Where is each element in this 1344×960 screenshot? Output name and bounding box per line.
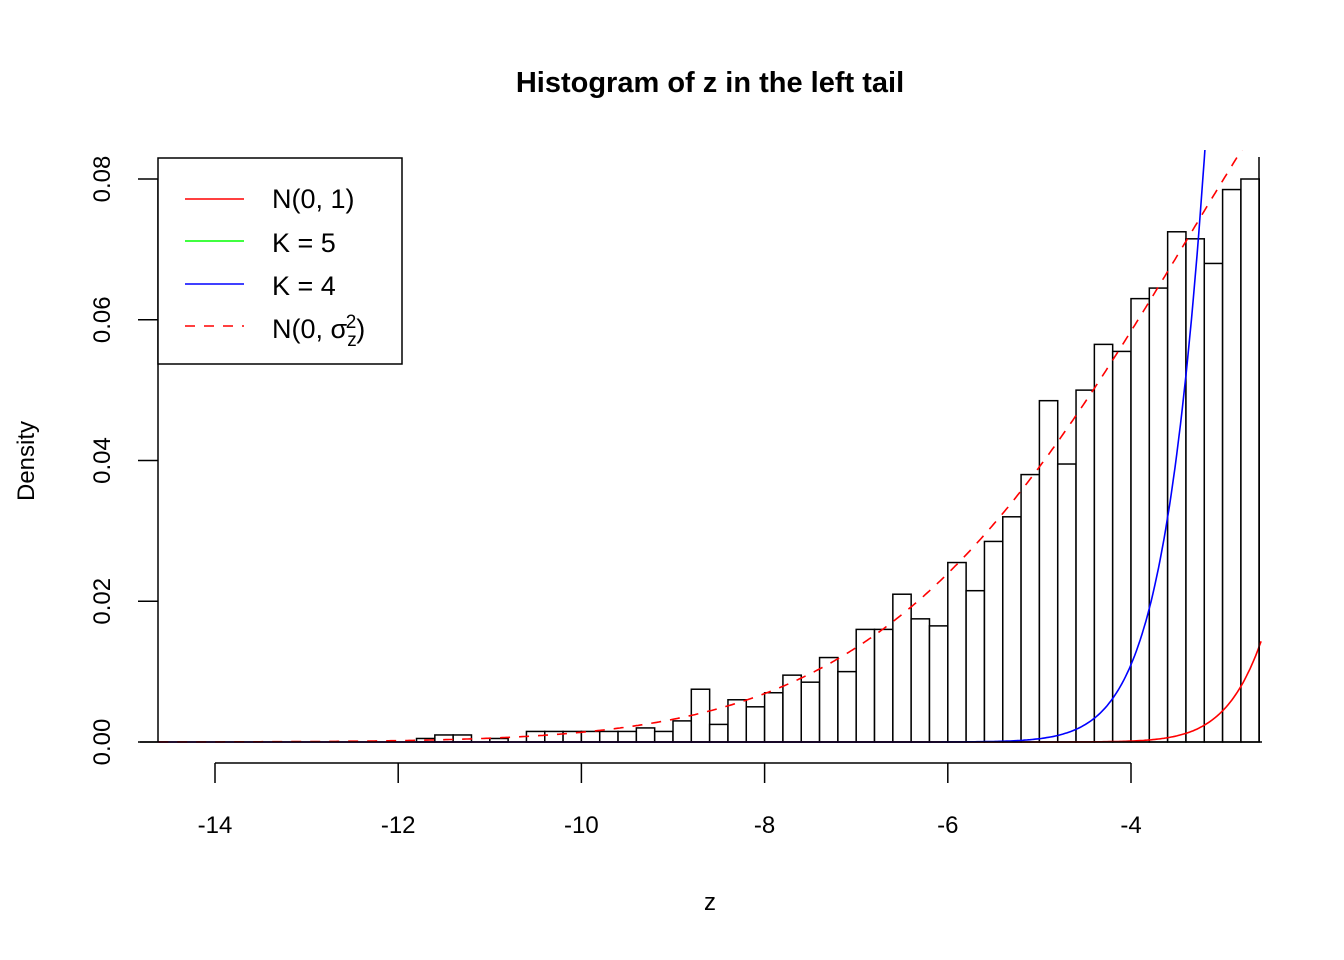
legend-label-normal: N(0, 1)	[272, 184, 355, 214]
histogram-bar	[892, 593, 912, 743]
y-tick-label: 0.02	[89, 578, 116, 625]
histogram-bar	[598, 730, 619, 743]
histogram-bars	[415, 178, 1260, 743]
histogram-bar	[1130, 297, 1151, 743]
x-tick-label: -12	[381, 812, 416, 839]
histogram-bar	[617, 730, 638, 743]
x-tick-label: -6	[937, 812, 958, 839]
y-tick-label: 0.06	[89, 296, 116, 343]
histogram-bar	[1166, 231, 1187, 743]
histogram-bar	[983, 540, 1004, 743]
x-tick-label: -8	[754, 812, 775, 839]
histogram-bar	[434, 734, 454, 743]
histogram-bar	[580, 730, 601, 743]
histogram-bar	[1221, 188, 1242, 743]
legend-box	[157, 157, 403, 365]
histogram-bar	[1093, 343, 1114, 743]
histogram-bar	[672, 720, 693, 743]
histogram-bar	[525, 730, 546, 743]
histogram-bar	[965, 589, 986, 743]
histogram-bar	[763, 691, 784, 743]
legend: N(0, 1) K = 5 K = 4 N(0, σz2)	[157, 157, 403, 365]
histogram-bar	[653, 730, 674, 743]
histogram-bar	[837, 670, 857, 743]
histogram-bar	[1056, 463, 1077, 743]
histogram-bar	[1038, 399, 1059, 743]
histogram-bar	[855, 628, 876, 743]
density-curve	[158, 150, 1243, 743]
histogram-bar	[1020, 473, 1041, 743]
histogram-bar	[708, 723, 729, 743]
histogram-bar	[1203, 262, 1224, 743]
histogram-bar	[745, 706, 766, 743]
histogram-bar	[800, 681, 821, 743]
x-axis-title: z	[704, 889, 716, 916]
y-tick-label: 0.08	[89, 156, 116, 203]
histogram-bar	[1148, 287, 1169, 743]
chart-title: Histogram of z in the left tail	[516, 67, 904, 99]
y-tick-label: 0.04	[89, 437, 116, 484]
y-axis-title: Density	[13, 421, 40, 501]
histogram-bar	[1240, 178, 1260, 743]
histogram-bar	[910, 618, 931, 743]
histogram-bar	[544, 730, 564, 743]
legend-label-k4: K = 4	[272, 271, 336, 301]
histogram-bar	[818, 656, 839, 743]
histogram-bar	[873, 628, 894, 743]
histogram-bar	[1002, 516, 1022, 743]
y-axis: 0.00 0.02 0.04 0.06 0.08	[89, 156, 159, 766]
x-tick-label: -10	[564, 812, 599, 839]
histogram-bar	[1185, 238, 1206, 743]
x-axis: -14 -12 -10 -8 -6 -4	[198, 762, 1142, 839]
histogram-bar	[635, 727, 656, 743]
x-tick-label: -4	[1120, 812, 1141, 839]
y-tick-label: 0.00	[89, 719, 116, 766]
histogram-bar	[928, 625, 949, 743]
legend-label-normal-sigma: N(0, σz2)	[272, 312, 365, 351]
histogram-bar	[947, 561, 967, 743]
histogram-bar	[1075, 389, 1096, 743]
histogram-bar	[727, 699, 748, 743]
legend-label-k5: K = 5	[272, 228, 336, 258]
x-tick-label: -14	[198, 812, 233, 839]
